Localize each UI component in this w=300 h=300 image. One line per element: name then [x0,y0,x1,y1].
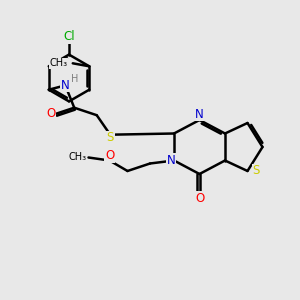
Text: H: H [71,74,79,84]
Text: O: O [195,191,204,205]
Text: CH₃: CH₃ [69,152,87,163]
Text: N: N [195,107,204,121]
Text: S: S [252,164,260,178]
Text: CH₃: CH₃ [49,58,68,68]
Text: Cl: Cl [63,30,75,43]
Text: O: O [105,149,114,163]
Text: N: N [61,79,70,92]
Text: S: S [106,131,114,144]
Text: N: N [167,154,176,167]
Text: O: O [46,107,56,120]
